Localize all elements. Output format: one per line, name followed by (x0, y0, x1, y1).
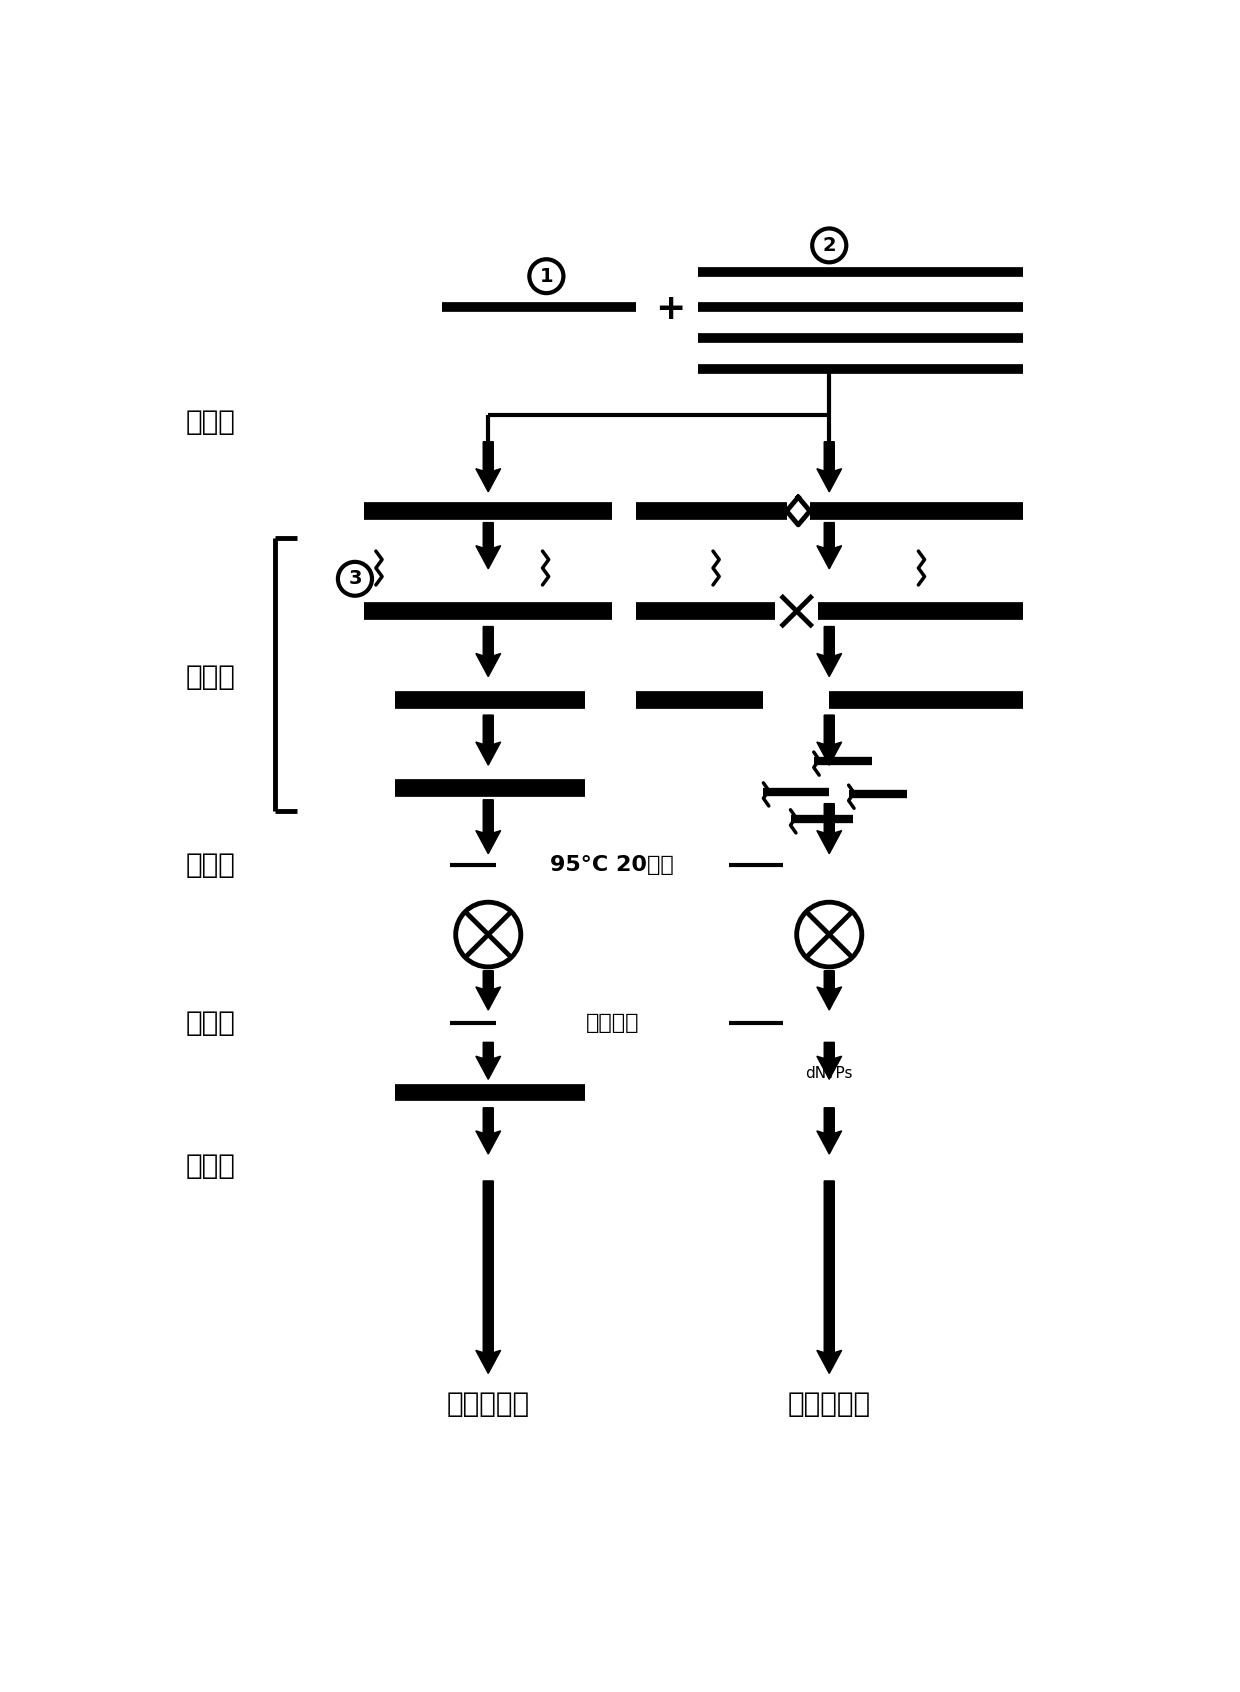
FancyArrow shape (817, 626, 842, 677)
FancyArrow shape (817, 442, 842, 492)
FancyArrow shape (476, 1108, 501, 1154)
Text: 步骤四: 步骤四 (186, 1008, 236, 1037)
FancyArrow shape (817, 971, 842, 1010)
Text: 2: 2 (822, 235, 836, 255)
FancyArrow shape (476, 1042, 501, 1079)
FancyArrow shape (817, 804, 842, 854)
Text: +: + (655, 291, 686, 325)
Text: 3: 3 (348, 569, 362, 589)
FancyArrow shape (817, 716, 842, 765)
Text: 1: 1 (539, 267, 553, 286)
FancyArrow shape (817, 523, 842, 569)
Text: 步骤五: 步骤五 (186, 1152, 236, 1179)
Text: 步骤二: 步骤二 (186, 663, 236, 690)
Text: 无检测信号: 无检测信号 (787, 1391, 870, 1418)
Text: dNTPs: dNTPs (806, 1066, 853, 1081)
Text: 降至室温: 降至室温 (585, 1014, 639, 1034)
FancyArrow shape (817, 1042, 842, 1079)
Text: 95°C 20分钟: 95°C 20分钟 (551, 854, 675, 875)
FancyArrow shape (476, 800, 501, 854)
FancyArrow shape (476, 442, 501, 492)
FancyArrow shape (476, 626, 501, 677)
FancyArrow shape (476, 971, 501, 1010)
Text: 步骤一: 步骤一 (186, 408, 236, 437)
FancyArrow shape (476, 523, 501, 569)
Text: 有检测信号: 有检测信号 (446, 1391, 529, 1418)
FancyArrow shape (476, 716, 501, 765)
FancyArrow shape (476, 1181, 501, 1374)
Text: 步骤三: 步骤三 (186, 851, 236, 880)
FancyArrow shape (817, 1181, 842, 1374)
FancyArrow shape (817, 1108, 842, 1154)
